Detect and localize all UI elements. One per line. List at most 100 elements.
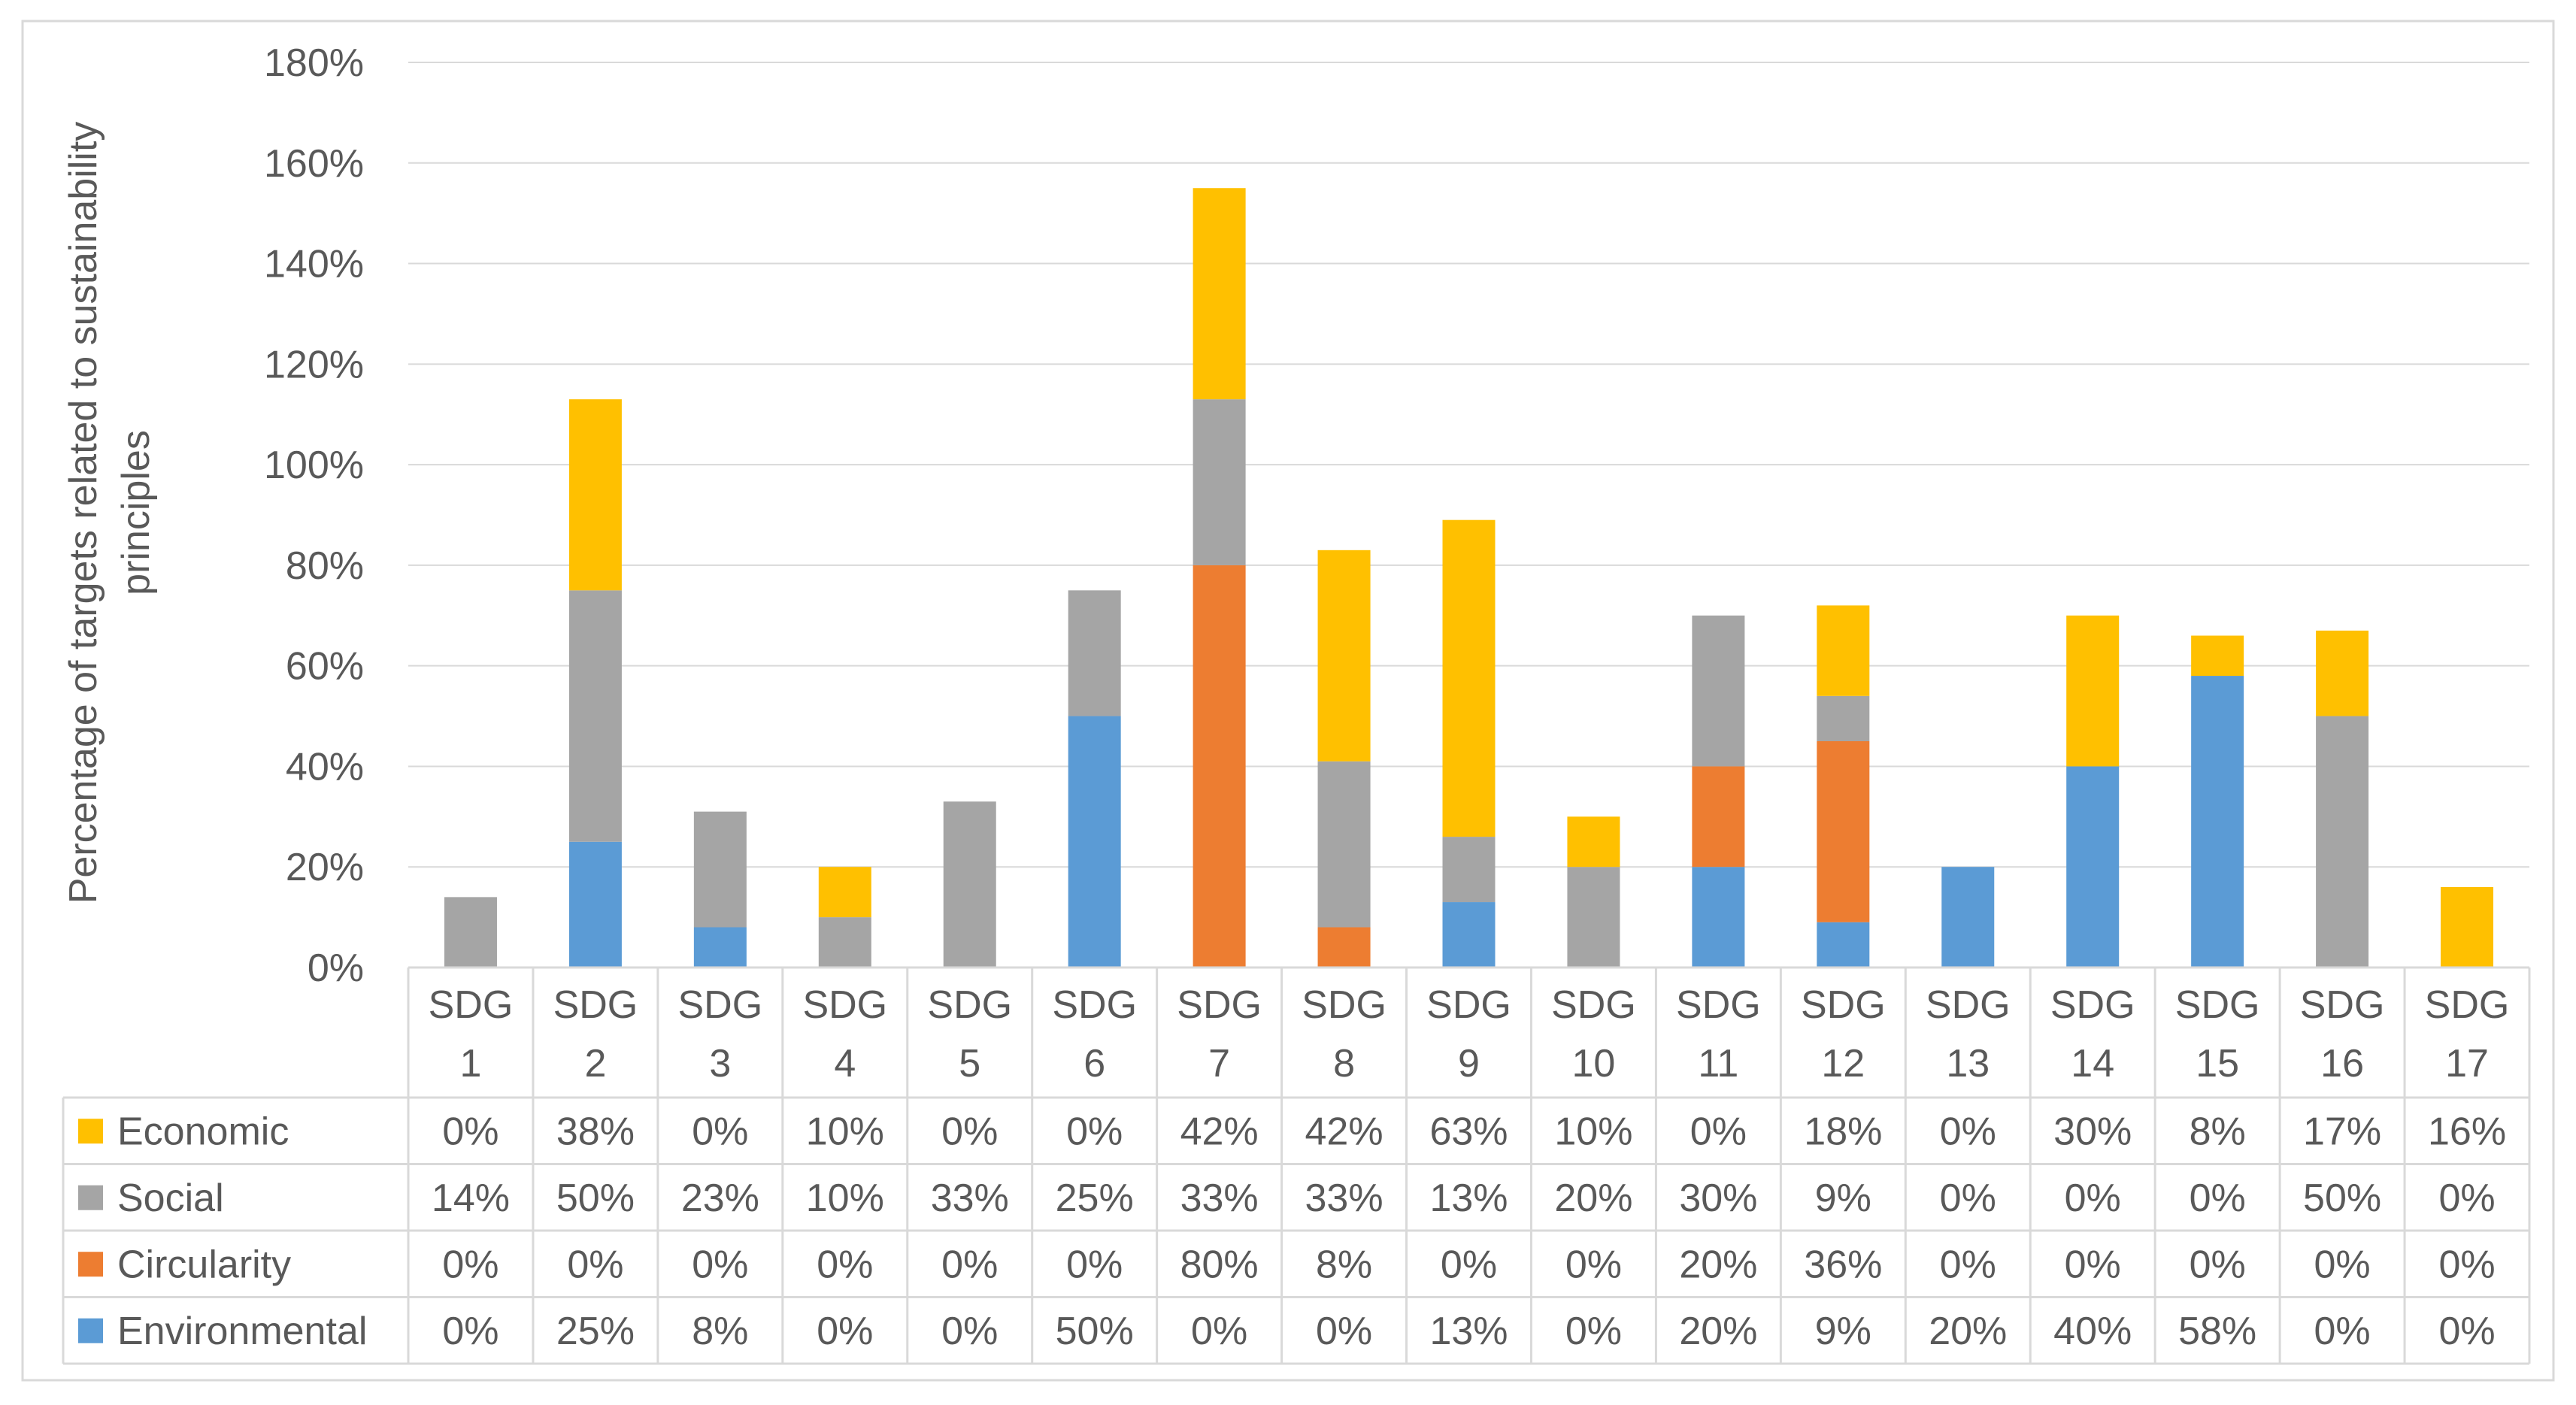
- table-cell-value: 50%: [1056, 1310, 1134, 1353]
- bar-segment-circularity: [1317, 927, 1371, 967]
- bar-segment-social: [444, 897, 497, 967]
- legend-label: Circularity: [117, 1243, 291, 1286]
- y-tick-label: 0%: [308, 946, 364, 990]
- bar-segment-social: [568, 590, 622, 842]
- legend-key-social: [78, 1185, 103, 1210]
- bar-segment-environmental: [693, 927, 747, 967]
- category-label: SDG: [1302, 983, 1386, 1027]
- bar-segment-environmental: [1692, 867, 1745, 967]
- bar-segment-environmental: [2191, 676, 2244, 967]
- y-axis-title-text: Percentage of targets related to sustain…: [62, 122, 158, 904]
- category-number: 1: [460, 1042, 482, 1086]
- chart-frame: [21, 20, 2555, 1382]
- bar-segment-environmental: [2066, 766, 2120, 967]
- table-cell-value: 0%: [567, 1243, 623, 1286]
- bar-segment-environmental: [1817, 922, 1870, 967]
- bar-segment-environmental: [1442, 902, 1496, 967]
- category-label: SDG: [2300, 983, 2385, 1027]
- y-tick-label: 120%: [264, 343, 364, 386]
- bar-segment-economic: [568, 399, 622, 591]
- table-cell-value: 0%: [1565, 1310, 1622, 1353]
- category-number: 14: [2071, 1042, 2114, 1086]
- table-cell-value: 42%: [1180, 1110, 1259, 1153]
- table-cell-value: 0%: [1940, 1176, 1996, 1220]
- y-tick-label: 100%: [264, 444, 364, 487]
- category-label: SDG: [429, 983, 514, 1027]
- table-cell-value: 0%: [1940, 1110, 1996, 1153]
- table-cell-value: 0%: [2314, 1243, 2371, 1286]
- category-label: SDG: [2175, 983, 2260, 1027]
- table-cell-value: 0%: [1940, 1243, 1996, 1286]
- table-cell-value: 20%: [1679, 1243, 1757, 1286]
- y-tick-label: 160%: [264, 142, 364, 186]
- table-cell-value: 0%: [1565, 1243, 1622, 1286]
- bar-segment-social: [1317, 761, 1371, 928]
- table-cell-value: 0%: [442, 1243, 499, 1286]
- bar-segment-economic: [818, 867, 871, 918]
- bar-segment-social: [818, 917, 871, 967]
- table-cell-value: 0%: [1441, 1243, 1497, 1286]
- bar-segment-economic: [1317, 550, 1371, 762]
- table-cell-value: 0%: [2065, 1243, 2121, 1286]
- y-tick-label: 20%: [286, 846, 364, 889]
- category-number: 11: [1698, 1042, 1738, 1086]
- category-number: 15: [2196, 1042, 2239, 1086]
- category-label: SDG: [1052, 983, 1137, 1027]
- table-cell-value: 36%: [1804, 1243, 1882, 1286]
- table-cell-value: 0%: [1066, 1110, 1123, 1153]
- table-cell-value: 0%: [2438, 1176, 2495, 1220]
- table-cell-value: 10%: [1554, 1110, 1632, 1153]
- y-axis-title: Percentage of targets related to sustain…: [62, 122, 158, 904]
- table-cell-value: 30%: [1679, 1176, 1757, 1220]
- legend-key-circularity: [78, 1252, 103, 1277]
- table-cell-value: 13%: [1429, 1176, 1508, 1220]
- table-cell-value: 0%: [2438, 1310, 2495, 1353]
- category-label: SDG: [2425, 983, 2510, 1027]
- category-label: SDG: [1676, 983, 1761, 1027]
- bar-segment-economic: [2066, 615, 2120, 767]
- table-cell-value: 50%: [2303, 1176, 2381, 1220]
- category-number: 4: [834, 1042, 856, 1086]
- category-label: SDG: [927, 983, 1012, 1027]
- table-cell-value: 58%: [2178, 1310, 2256, 1353]
- table-cell-value: 0%: [817, 1310, 873, 1353]
- table-cell-value: 8%: [692, 1310, 748, 1353]
- category-label: SDG: [678, 983, 763, 1027]
- category-number: 6: [1083, 1042, 1105, 1086]
- bar-segment-circularity: [1193, 565, 1246, 967]
- data-table: SDG 1 SDG 2 SDG 3 SDG 4 SDG 5 SDG 6 SDG 7 SDG 8 SDG 9 SDG 1…: [62, 966, 2531, 1365]
- table-cell-value: 0%: [941, 1310, 998, 1353]
- category-label: SDG: [1177, 983, 1262, 1027]
- table-cell-value: 33%: [1305, 1176, 1383, 1220]
- legend-key-economic: [78, 1119, 103, 1144]
- table-cell-value: 0%: [817, 1243, 873, 1286]
- category-label: SDG: [1426, 983, 1511, 1027]
- bar-segment-social: [1193, 399, 1246, 565]
- table-cell-value: 9%: [1815, 1176, 1871, 1220]
- table-cell-value: 14%: [432, 1176, 510, 1220]
- table-cell-value: 23%: [681, 1176, 759, 1220]
- table-cell-value: 0%: [2190, 1243, 2246, 1286]
- table-cell-value: 20%: [1554, 1176, 1632, 1220]
- table-cell-value: 0%: [1316, 1310, 1372, 1353]
- bar-segment-environmental: [1941, 867, 1995, 967]
- category-number: 7: [1208, 1042, 1230, 1086]
- table-cell-value: 18%: [1804, 1110, 1882, 1153]
- y-tick-label: 140%: [264, 243, 364, 286]
- table-cell-value: 0%: [1191, 1310, 1247, 1353]
- category-number: 10: [1572, 1042, 1616, 1086]
- bar-segment-social: [1567, 867, 1620, 967]
- category-label: SDG: [1801, 983, 1886, 1027]
- bar-segment-circularity: [1817, 741, 1870, 922]
- bar-segment-economic: [1442, 519, 1496, 837]
- table-cell-value: 20%: [1929, 1310, 2007, 1353]
- table-cell-value: 0%: [2314, 1310, 2371, 1353]
- table-cell-value: 13%: [1429, 1310, 1508, 1353]
- table-cell-value: 8%: [2190, 1110, 2246, 1153]
- table-cell-value: 0%: [2065, 1176, 2121, 1220]
- category-number: 17: [2445, 1042, 2489, 1086]
- gridlines: [408, 62, 2529, 868]
- table-cell-value: 0%: [1066, 1243, 1123, 1286]
- table-cell-value: 9%: [1815, 1310, 1871, 1353]
- y-tick-label: 80%: [286, 544, 364, 588]
